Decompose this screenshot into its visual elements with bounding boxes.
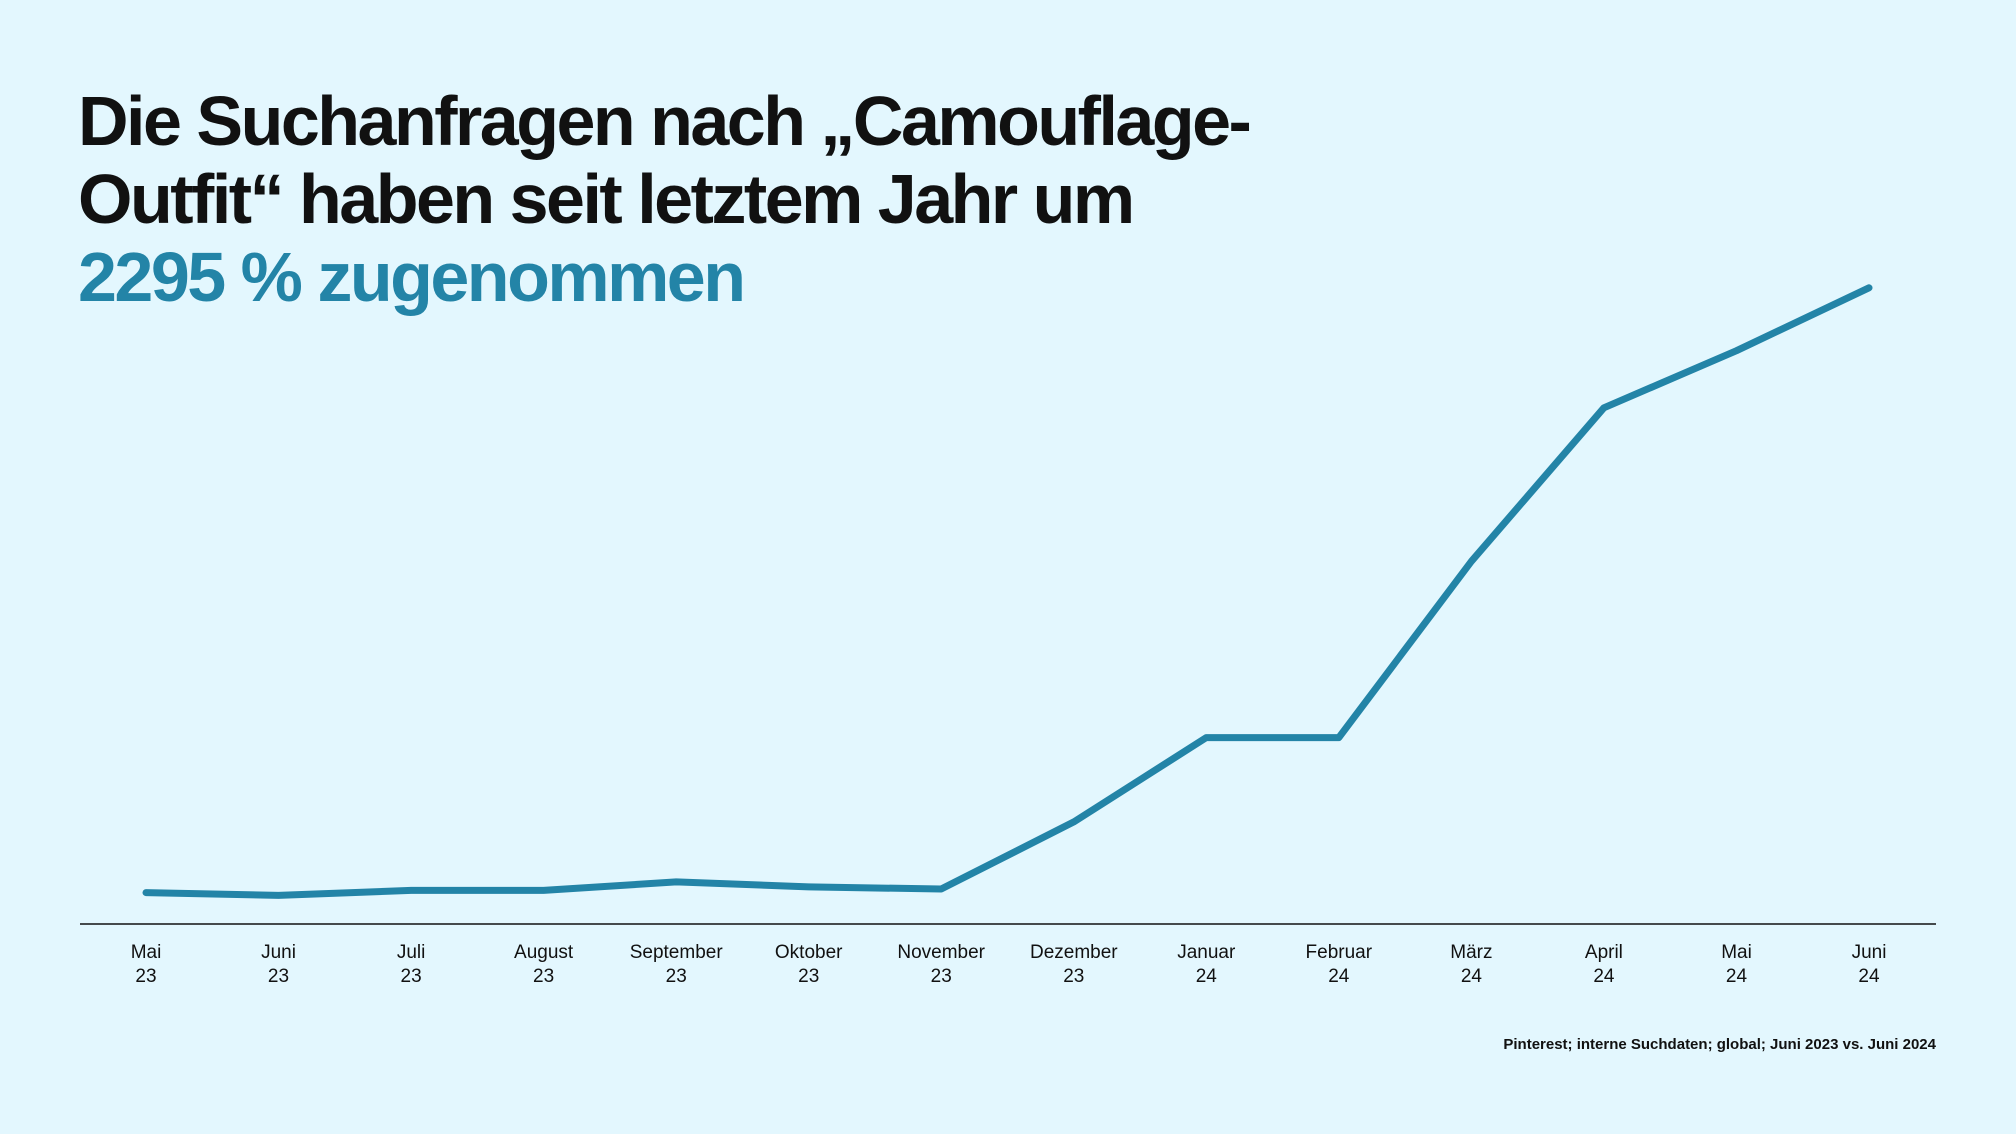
x-tick-label: Juli 23 xyxy=(397,942,426,987)
x-tick-month: August xyxy=(514,942,574,963)
x-tick-month: Januar xyxy=(1177,942,1236,963)
x-tick-month: Juli xyxy=(397,942,426,963)
data-points xyxy=(143,284,1873,899)
x-tick-label: August 23 xyxy=(514,942,574,987)
x-tick-label: Februar 24 xyxy=(1306,942,1373,987)
x-tick-label: September 23 xyxy=(630,942,724,987)
chart-title-line-2: Outfit“ haben seit letztem Jahr um xyxy=(78,160,1135,238)
x-tick-year: 23 xyxy=(135,966,156,987)
x-tick-month: Mai xyxy=(131,942,162,963)
chart-title-line-1: Die Suchanfragen nach „Camouflage- xyxy=(78,82,1252,160)
x-tick-year: 24 xyxy=(1461,966,1483,987)
x-tick-year: 23 xyxy=(268,966,289,987)
x-tick-year: 24 xyxy=(1196,966,1218,987)
x-tick-label: November 23 xyxy=(897,942,985,987)
x-tick-month: März xyxy=(1450,942,1492,963)
x-tick-year: 23 xyxy=(798,966,819,987)
x-tick-month: Juni xyxy=(261,942,296,963)
x-tick-month: September xyxy=(630,942,724,963)
source-note: Pinterest; interne Suchdaten; global; Ju… xyxy=(1503,1036,1936,1053)
x-tick-year: 24 xyxy=(1593,966,1615,987)
x-tick-label: Januar 24 xyxy=(1177,942,1236,987)
x-tick-year: 23 xyxy=(1063,966,1084,987)
x-tick-year: 23 xyxy=(931,966,952,987)
x-tick-year: 23 xyxy=(533,966,554,987)
x-tick-label: Dezember 23 xyxy=(1030,942,1118,987)
x-tick-label: Mai 23 xyxy=(131,942,162,987)
x-tick-label: April 24 xyxy=(1585,942,1623,987)
x-tick-month: Februar xyxy=(1306,942,1373,963)
x-tick-month: Oktober xyxy=(775,942,843,963)
x-tick-label: Oktober 23 xyxy=(775,942,843,987)
x-tick-year: 23 xyxy=(401,966,422,987)
x-tick-year: 24 xyxy=(1858,966,1880,987)
x-tick-month: Mai xyxy=(1721,942,1752,963)
x-tick-label: Juni 23 xyxy=(261,942,296,987)
x-tick-month: Juni xyxy=(1852,942,1887,963)
chart-title-highlight: 2295 % zugenommen xyxy=(78,238,746,316)
chart-title: Die Suchanfragen nach „Camouflage- Outfi… xyxy=(78,82,1478,316)
x-tick-year: 23 xyxy=(666,966,687,987)
x-tick-label: Mai 24 xyxy=(1721,942,1752,987)
x-tick-month: Dezember xyxy=(1030,942,1118,963)
series-line xyxy=(142,284,1873,899)
x-tick-year: 24 xyxy=(1328,966,1350,987)
x-tick-month: November xyxy=(897,942,985,963)
x-tick-year: 24 xyxy=(1726,966,1748,987)
x-tick-label: Juni 24 xyxy=(1852,942,1887,987)
x-tick-label: März 24 xyxy=(1450,942,1492,987)
x-tick-month: April xyxy=(1585,942,1623,963)
